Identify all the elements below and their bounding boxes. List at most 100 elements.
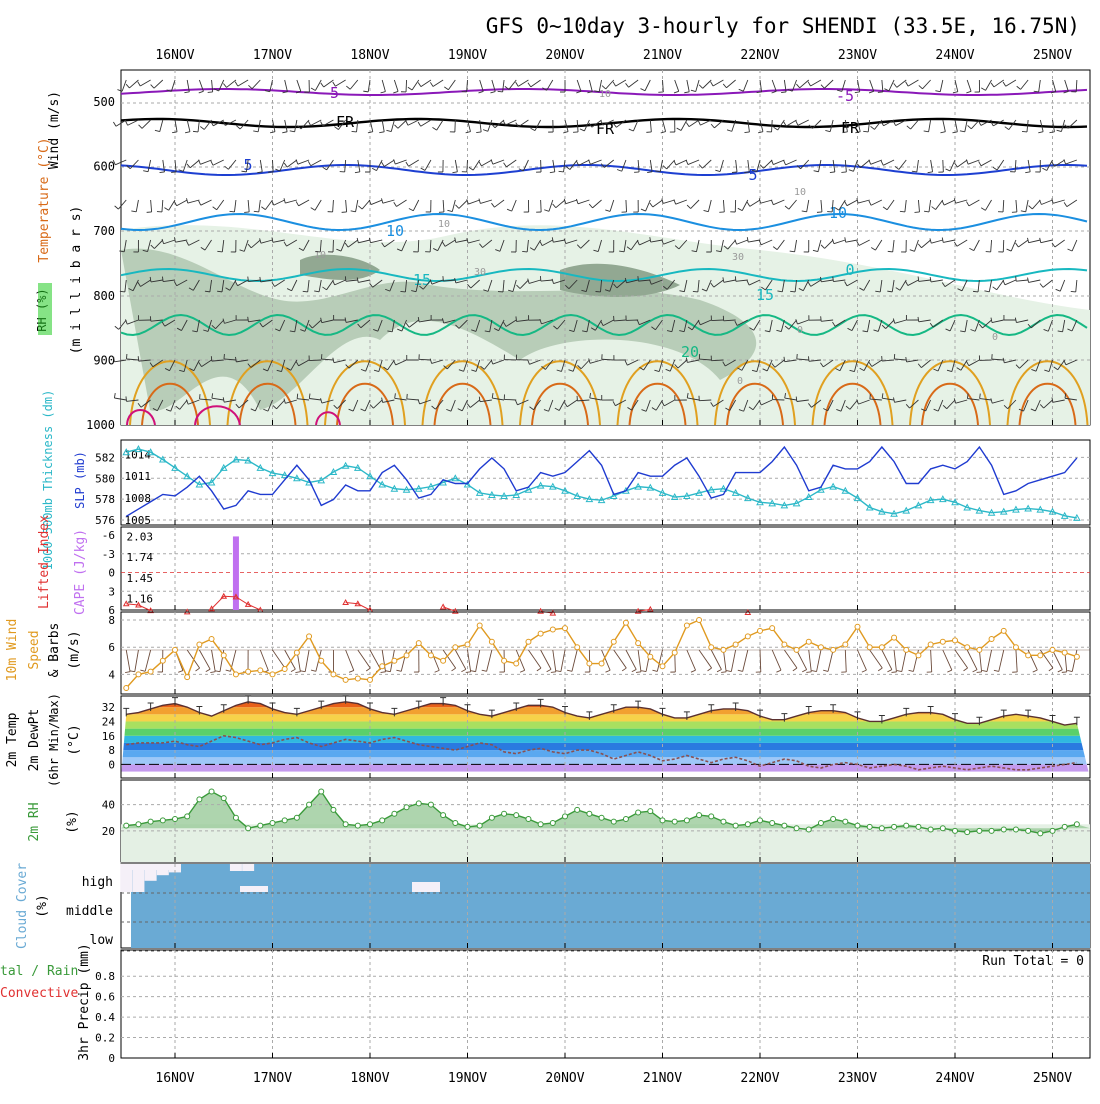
contour-label: FR (841, 119, 860, 137)
stability-panel-frame (121, 527, 1090, 610)
wind-barb-flag (887, 670, 891, 672)
rh2m-point (392, 811, 397, 816)
wind10-line (126, 620, 1077, 688)
wind-barb (476, 650, 480, 672)
wind-barb (188, 200, 200, 203)
wind-barb-flag (421, 168, 425, 170)
contour-label: 30 (732, 252, 744, 263)
wind10-point (489, 639, 494, 644)
wind-barb (626, 650, 636, 669)
rh2m-point (818, 820, 823, 825)
wind-barb-flag (785, 206, 789, 209)
wind-barb-flag (1005, 127, 1009, 130)
temp2m-ytick: 16 (102, 730, 115, 743)
rh2m-point (733, 823, 738, 828)
wind-barb (1072, 240, 1077, 251)
wind-barb (346, 200, 347, 212)
lifted-point (648, 607, 653, 612)
wind-barb-flag (825, 130, 830, 131)
rh2m-point (721, 819, 726, 824)
wind10-point (282, 666, 287, 671)
wind10-point (940, 639, 945, 644)
wind-barb (936, 200, 943, 210)
wind-barb (889, 80, 894, 91)
wind10-point (758, 628, 763, 633)
wind-barb-flag (830, 172, 835, 173)
wind10-point (892, 635, 897, 640)
wind-barb (691, 200, 699, 209)
wind-barb-flag (126, 396, 127, 401)
wind-barb (967, 650, 977, 670)
rh2m-point (185, 814, 190, 819)
wind-barb-flag (520, 670, 525, 672)
cape-ytick: 2.03 (127, 530, 154, 543)
wind-barb-flag (308, 121, 310, 125)
wind-barb (696, 80, 699, 92)
cape-ytick: 1.16 (127, 593, 154, 606)
rh2m-point (599, 815, 604, 820)
wind10-ylabel-3: & Barbs (47, 623, 62, 678)
wind-barb-flag (199, 91, 204, 93)
wind-barb (772, 650, 781, 670)
wind-barb-flag (303, 291, 308, 292)
wind-barb-flag (1038, 132, 1043, 133)
wind-barb (968, 160, 979, 164)
wind10-point (623, 620, 628, 625)
wind-barb (825, 240, 834, 248)
wind-barb (418, 240, 419, 252)
wind-barb-flag (379, 132, 384, 133)
wind-barb (981, 160, 992, 166)
rh2m-point (892, 824, 897, 829)
rh2m-point (879, 826, 884, 831)
wind-barb (1026, 200, 1028, 212)
wind-barb-flag (125, 672, 130, 673)
wind-barb-flag (968, 125, 972, 128)
rh2m-point (160, 818, 165, 823)
rh2m-point (1074, 822, 1079, 827)
wind-barb (638, 650, 641, 672)
wind-barb (1021, 80, 1029, 89)
wind-barb (549, 200, 553, 211)
wind-barb (858, 200, 870, 203)
wind-barb (748, 120, 750, 132)
wind-barb-flag (537, 668, 541, 671)
wind-barb-flag (1042, 168, 1046, 170)
wind-barb-flag (282, 132, 287, 133)
rh2m-point (684, 818, 689, 823)
wind10-point (953, 638, 958, 643)
wind10-point (148, 669, 153, 674)
wind-barb-flag (372, 168, 376, 170)
wind-barb-flag (323, 167, 327, 170)
profile-ylabel-units: (m i l l i b a r s) (69, 206, 84, 355)
wind-barb-flag (774, 127, 778, 130)
rh2m-point (940, 826, 945, 831)
cloud-high-gap (131, 864, 171, 870)
wind10-point (599, 661, 604, 666)
wind-barb-flag (309, 394, 310, 399)
wind-barb (437, 120, 443, 130)
wind-barb (421, 80, 431, 87)
wind-barb (187, 120, 190, 132)
wind-barb (750, 200, 760, 206)
rh2m-point (697, 813, 702, 818)
wind10-point (514, 661, 519, 666)
wind-barb (212, 650, 216, 672)
wind-barb (713, 80, 723, 86)
wind-barb (761, 240, 772, 245)
wind-barb (473, 160, 479, 170)
wind-barb-flag (982, 670, 987, 671)
wind-barb (761, 200, 773, 203)
wind-barb-flag (490, 92, 495, 93)
cape-ylabel: CAPE (J/kg) (73, 529, 88, 615)
wind10-point (587, 661, 592, 666)
wind-barb-flag (504, 163, 507, 167)
wind-barb-flag (711, 82, 714, 86)
wind-barb-flag (924, 131, 929, 132)
wind-barb-flag (452, 668, 456, 671)
wind-barb (556, 200, 565, 208)
wind10-point (1001, 628, 1006, 633)
wind10-point (867, 645, 872, 650)
wind-barb-flag (964, 668, 968, 671)
rh2m-point (282, 818, 287, 823)
